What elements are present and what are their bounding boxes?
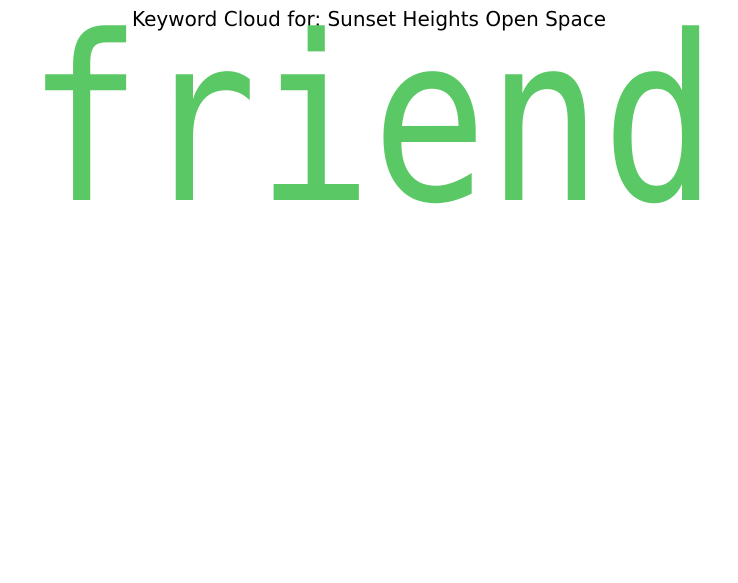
cloud-word-friend: friend (27, 0, 717, 255)
figure-title: Keyword Cloud for: Sunset Heights Open S… (131, 7, 607, 31)
